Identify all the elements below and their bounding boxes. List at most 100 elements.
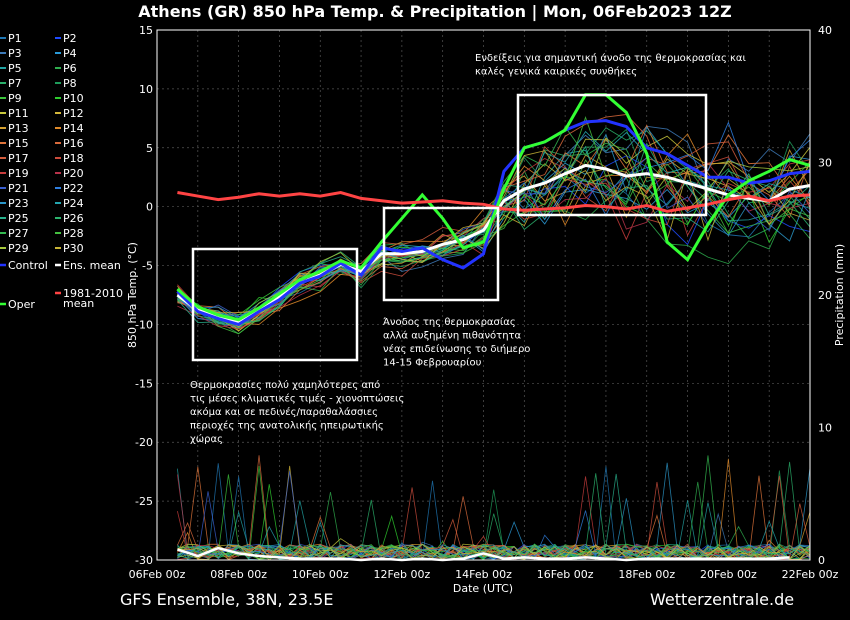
highlight-boxes [191, 93, 708, 362]
legend-label: P10 [63, 92, 84, 105]
legend-label: P27 [8, 227, 29, 240]
legend-label: P24 [63, 197, 84, 210]
precip-member-line [177, 543, 811, 561]
y2-tick-label: 20 [818, 289, 832, 302]
legend-label: P6 [63, 62, 77, 75]
legend-label: P20 [63, 167, 84, 180]
y2-tick-label: 40 [818, 24, 832, 37]
y-tick-label: -15 [135, 377, 153, 390]
legend-label: P21 [8, 182, 29, 195]
highlight-box [382, 206, 500, 302]
legend-label: 1981-2010 [63, 287, 123, 300]
annotation-text: νέας επιδείνωσης το διήμερο [383, 343, 530, 355]
annotation-text: αλλά αυξημένη πιθανότητα [383, 330, 522, 342]
member-line [177, 150, 811, 314]
precip-mean-line [177, 546, 790, 562]
annotation-text: Ενδείξεις για σημαντική άνοδο της θερμοκ… [475, 52, 746, 64]
member-line [177, 130, 811, 322]
x-tick-label: 08Feb 00z [210, 568, 267, 581]
annotations: Ενδείξεις για σημαντική άνοδο της θερμοκ… [190, 52, 746, 445]
legend-label: P1 [8, 32, 22, 45]
member-line [177, 125, 811, 325]
legend-label: P8 [63, 77, 77, 90]
annotation-text: καλές γενικά καιρικές συνθήκες [475, 66, 637, 78]
member-line [177, 126, 811, 319]
legend-label: P26 [63, 212, 84, 225]
precip-layer [177, 455, 811, 562]
series-line [177, 190, 811, 213]
x-tick-label: 06Feb 00z [129, 568, 186, 581]
highlight-box [516, 93, 708, 217]
annotation-text: Θερμοκρασίες πολύ χαμηλότερες από [190, 379, 380, 391]
legend-label: P7 [8, 77, 22, 90]
tick-labels: 15 10 5 0 -5 -10 -15 -20 -25 -30 40 30 20 10 0 06Feb 00… [129, 24, 839, 581]
x-tick-label: 16Feb 00z [537, 568, 594, 581]
legend-label: P9 [8, 92, 22, 105]
legend-label: P29 [8, 242, 29, 255]
legend-label: P19 [8, 167, 29, 180]
legend-label: Control [8, 259, 48, 272]
highlight-box [191, 247, 359, 362]
legend-label: P17 [8, 152, 29, 165]
legend-label: P28 [63, 227, 84, 240]
legend-label: P23 [8, 197, 29, 210]
y-axis-label: 850 hPa Temp. (°C) [126, 242, 139, 348]
legend-label: P11 [8, 107, 29, 120]
x-tick-label: 12Feb 00z [374, 568, 431, 581]
member-line [177, 159, 811, 320]
annotation-text: τις μέσες κλιματικές τιμές - χιονοπτώσει… [190, 393, 404, 405]
legend-label: P2 [63, 32, 77, 45]
x-tick-label: 20Feb 00z [700, 568, 757, 581]
precip-member-line [177, 520, 811, 561]
legend-label: Ens. mean [63, 259, 121, 272]
footer-site: Wetterzentrale.de [650, 590, 794, 609]
x-tick-label: 22Feb 00z [782, 568, 839, 581]
legend-label: P13 [8, 122, 29, 135]
legend-label: P14 [63, 122, 84, 135]
y-tick-label: -10 [135, 318, 153, 331]
y2-tick-label: 10 [818, 422, 832, 435]
annotation-text: Άνοδος της θερμοκρασίας [383, 316, 516, 328]
precip-member-line [177, 455, 811, 561]
y-tick-label: -20 [135, 436, 153, 449]
legend-label: mean [63, 297, 94, 310]
legend-label: P5 [8, 62, 22, 75]
legend-label: P25 [8, 212, 29, 225]
legend-label: P18 [63, 152, 84, 165]
legend-label: P22 [63, 182, 84, 195]
legend-label: Oper [8, 298, 35, 311]
precip-member-line [177, 455, 811, 560]
y-tick-label: 15 [139, 24, 153, 37]
legend: P1 P2 P3 P4 P5 P6 P7 P8 P9 P10 P11 P12 P13 P14 P15 P16 P… [0, 32, 123, 311]
y2-tick-label: 0 [818, 554, 825, 567]
grid [156, 29, 811, 561]
y-tick-label: -25 [135, 495, 153, 508]
plot-frame [156, 29, 811, 561]
legend-label: P12 [63, 107, 84, 120]
legend-label: P4 [63, 47, 77, 60]
y-tick-label: -5 [142, 260, 153, 273]
member-line [177, 127, 811, 315]
y2-tick-label: 30 [818, 157, 832, 170]
series-lines [176, 93, 811, 327]
annotation-text: περιοχές της ανατολικής ηπειρωτικής [190, 420, 384, 432]
y2-axis-label: Precipitation (mm) [833, 244, 846, 346]
precip-member-line [177, 544, 811, 561]
x-tick-label: 14Feb 00z [455, 568, 512, 581]
y-tick-label: 0 [146, 201, 153, 214]
legend-label: P3 [8, 47, 22, 60]
x-axis-label: Date (UTC) [453, 582, 513, 595]
legend-label: P15 [8, 137, 29, 150]
annotation-text: χώρας [190, 433, 223, 445]
y-tick-label: -30 [135, 554, 153, 567]
footer-model: GFS Ensemble, 38N, 23.5E [120, 590, 333, 609]
chart-title: Athens (GR) 850 hPa Temp. & Precipitatio… [138, 2, 731, 22]
legend-label: P30 [63, 242, 84, 255]
x-tick-label: 18Feb 00z [618, 568, 675, 581]
annotation-text: ακόμα και σε πεδινές/παραθαλάσσιες [190, 406, 378, 418]
y-tick-label: 10 [139, 83, 153, 96]
series-line [176, 93, 811, 322]
legend-label: P16 [63, 137, 84, 150]
y-tick-label: 5 [146, 142, 153, 155]
